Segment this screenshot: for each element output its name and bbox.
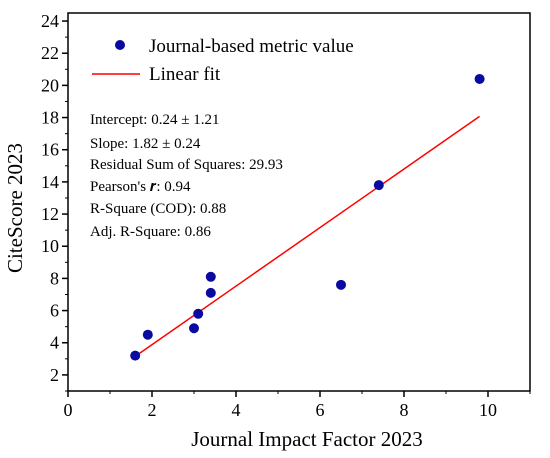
y-tick-label: 20	[41, 75, 59, 95]
data-point	[336, 279, 346, 290]
y-tick-label: 16	[41, 140, 59, 160]
stat-adj-r-square: Adj. R-Square: 0.86	[90, 224, 211, 240]
y-tick-label: 14	[41, 172, 59, 192]
plot-frame	[67, 12, 531, 392]
stat-slope: Slope: 1.82 ± 0.24	[90, 136, 201, 152]
y-tick-label: 8	[50, 268, 59, 288]
linear-fit-line	[134, 115, 481, 358]
x-tick-label: 4	[232, 400, 241, 420]
x-axis-title: Journal Impact Factor 2023	[191, 427, 423, 451]
legend-label-scatter: Journal-based metric value	[149, 36, 354, 57]
x-tick-label: 6	[316, 400, 325, 420]
fit-line-layer	[134, 115, 481, 358]
plot-border	[67, 12, 531, 392]
x-tick-label: 0	[64, 400, 73, 420]
y-tick-label: 4	[50, 333, 59, 353]
data-point	[205, 287, 216, 298]
y-tick-label: 12	[41, 204, 59, 224]
data-point	[142, 329, 153, 340]
stat-intercept: Intercept: 0.24 ± 1.21	[90, 112, 219, 128]
data-point	[474, 73, 485, 84]
data-point	[130, 350, 141, 361]
y-tick-label: 6	[50, 301, 59, 321]
y-tick-label: 24	[41, 11, 59, 31]
x-tick-label: 10	[479, 400, 497, 420]
x-tick-label: 2	[148, 400, 157, 420]
data-point	[205, 271, 216, 282]
fit-statistics: Intercept: 0.24 ± 1.21 Slope: 1.82 ± 0.2…	[90, 112, 283, 240]
y-tick-label: 22	[41, 43, 59, 63]
y-axis-title: CiteScore 2023	[3, 143, 27, 273]
legend-label-fit: Linear fit	[149, 64, 221, 85]
y-tick-label: 18	[41, 108, 59, 128]
legend: Journal-based metric value Linear fit	[92, 36, 354, 85]
data-point	[373, 180, 384, 191]
x-axis: 0 2 4 6 8 10	[64, 391, 531, 420]
stat-r-square: R-Square (COD): 0.88	[90, 201, 226, 217]
stat-pearson: Pearson's 𝒓: 0.94	[90, 179, 191, 195]
data-point	[193, 308, 204, 319]
x-tick-label: 8	[400, 400, 409, 420]
y-tick-label: 10	[41, 236, 59, 256]
stat-rss: Residual Sum of Squares: 29.93	[90, 157, 283, 173]
data-points	[130, 73, 485, 361]
data-point	[189, 323, 199, 334]
y-tick-label: 2	[50, 365, 59, 385]
legend-marker-scatter	[115, 40, 125, 50]
